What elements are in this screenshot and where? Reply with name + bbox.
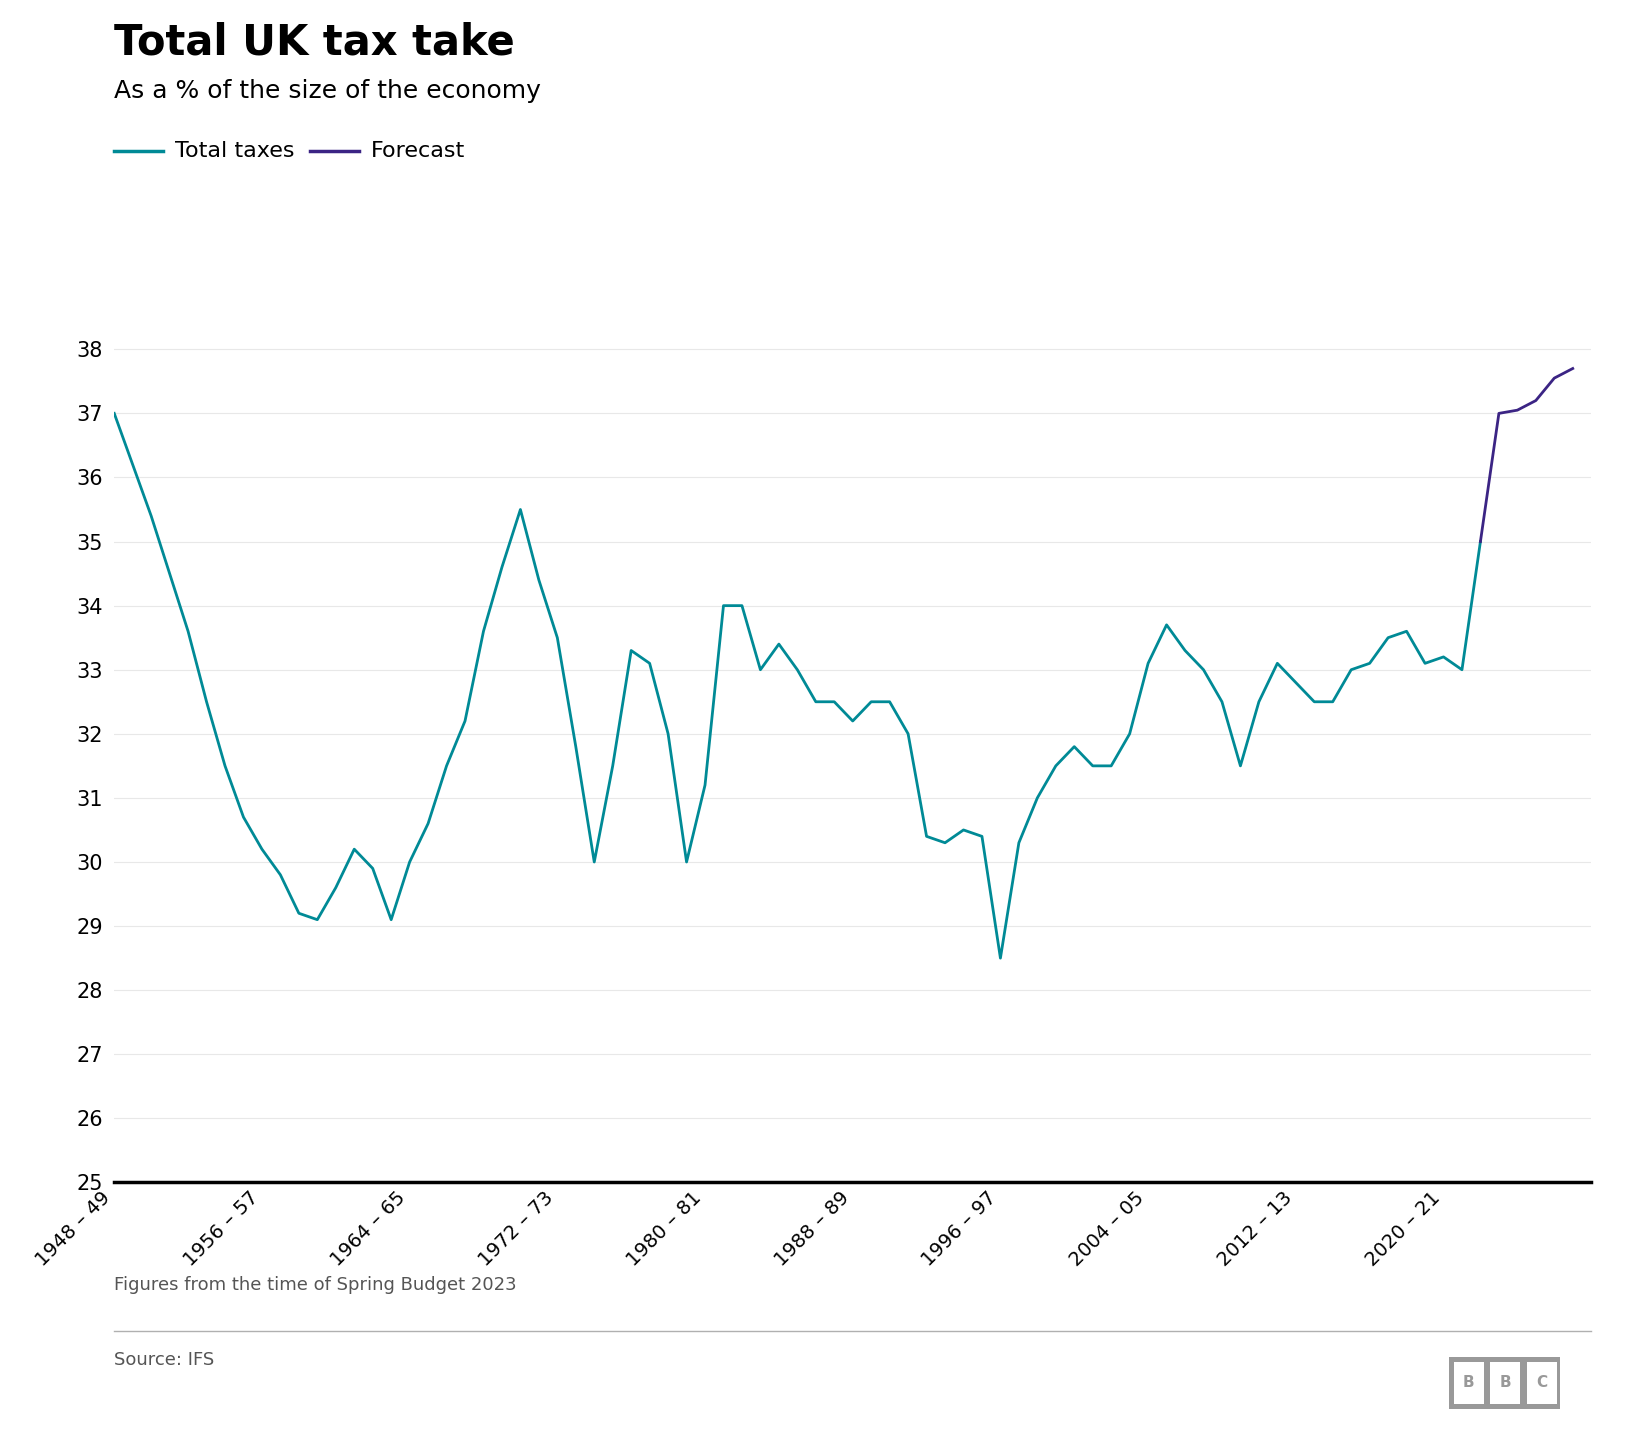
Text: Forecast: Forecast <box>370 141 465 162</box>
Text: Total taxes: Total taxes <box>175 141 294 162</box>
FancyBboxPatch shape <box>1528 1363 1557 1403</box>
Text: Source: IFS: Source: IFS <box>114 1351 214 1368</box>
Text: B: B <box>1500 1376 1511 1390</box>
Text: As a % of the size of the economy: As a % of the size of the economy <box>114 79 542 104</box>
FancyBboxPatch shape <box>1454 1363 1483 1403</box>
Text: B: B <box>1462 1376 1474 1390</box>
Text: Total UK tax take: Total UK tax take <box>114 22 516 63</box>
Text: C: C <box>1536 1376 1547 1390</box>
Text: Figures from the time of Spring Budget 2023: Figures from the time of Spring Budget 2… <box>114 1276 517 1293</box>
FancyBboxPatch shape <box>1490 1363 1521 1403</box>
